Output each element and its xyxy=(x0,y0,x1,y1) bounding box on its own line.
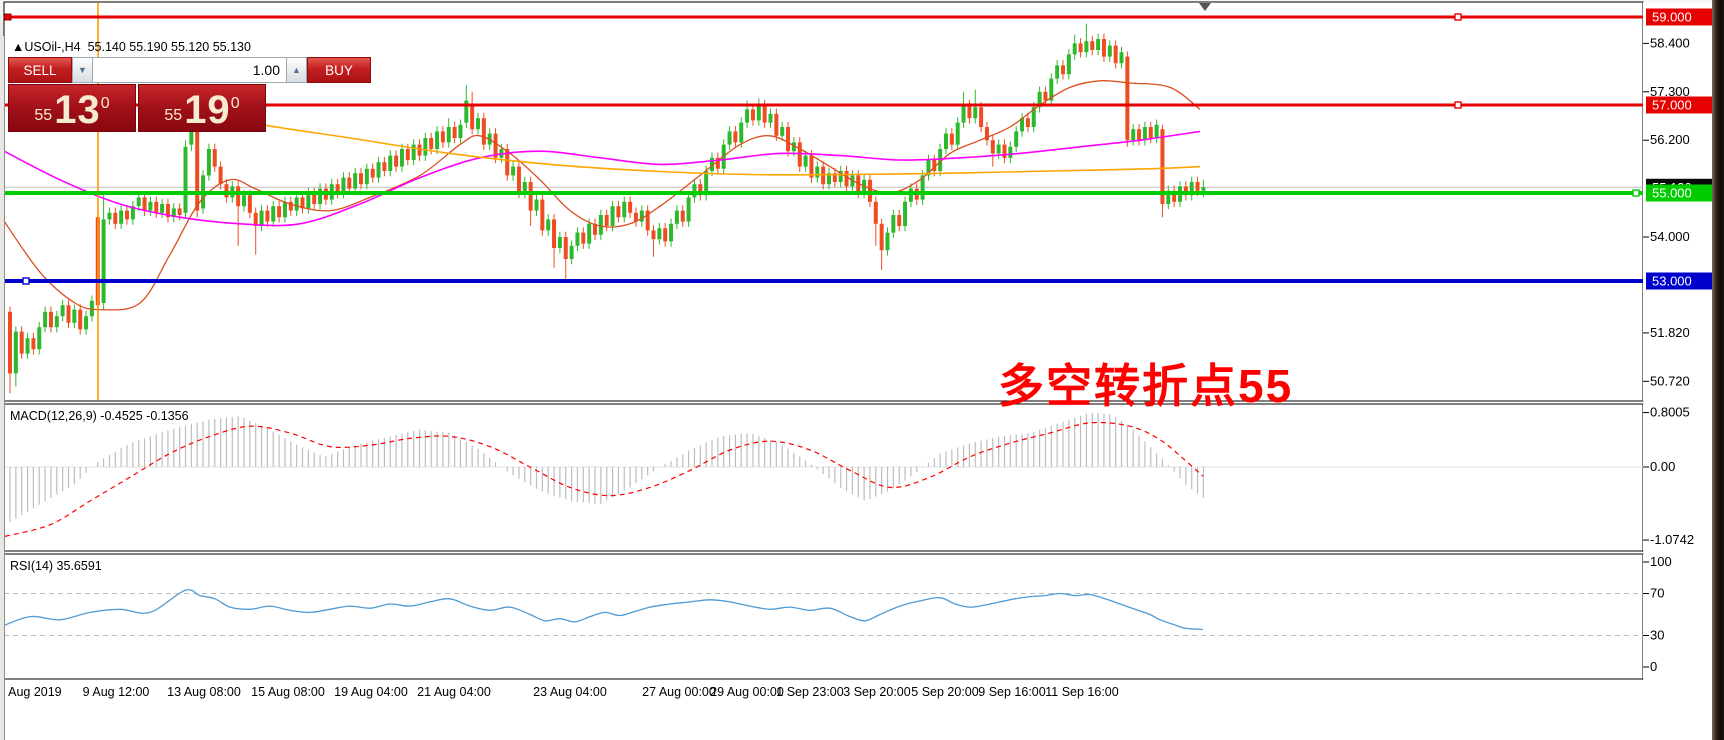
svg-text:RSI(14) 35.6591: RSI(14) 35.6591 xyxy=(10,559,102,573)
price-label-59.000 xyxy=(1646,8,1712,26)
window-scrollbar-strip[interactable] xyxy=(1712,0,1724,740)
ma-fast-line xyxy=(0,79,1201,311)
svg-text:27 Aug 00:00: 27 Aug 00:00 xyxy=(642,685,716,699)
trade-header-row: SELL ▼ ▲ BUY xyxy=(8,57,371,83)
svg-text:54.000: 54.000 xyxy=(1650,229,1690,244)
sell-price-whole: 55 xyxy=(34,107,53,124)
svg-text:30: 30 xyxy=(1650,628,1664,643)
svg-text:0.8005: 0.8005 xyxy=(1650,405,1690,420)
sell-price-point: 0 xyxy=(100,95,110,112)
macd-signal-line xyxy=(4,421,1204,537)
one-click-trade-panel: SELL ▼ ▲ BUY 55 13 0 55 19 0 xyxy=(8,57,371,132)
svg-text:-1.0742: -1.0742 xyxy=(1650,532,1694,547)
buy-price-whole: 55 xyxy=(164,107,183,124)
svg-text:56.200: 56.200 xyxy=(1650,132,1690,147)
svg-text:13 Aug 08:00: 13 Aug 08:00 xyxy=(167,685,241,699)
symbol-ohlc-text: USOil-,H4 55.140 55.190 55.120 55.130 xyxy=(24,40,251,54)
chart-text-annotation[interactable]: 多空转折点55 xyxy=(998,360,1294,412)
svg-text:53.000: 53.000 xyxy=(1652,274,1692,289)
macd-panel xyxy=(4,412,1643,537)
svg-text:29 Aug 00:00: 29 Aug 00:00 xyxy=(710,685,784,699)
buy-price-pips: 19 xyxy=(184,88,231,132)
time-axis: 7 Aug 2019 9 Aug 12:00 13 Aug 08:00 15 Aug … xyxy=(0,685,1119,699)
chart-surface[interactable]: 58.400 57.300 56.200 54.000 51.820 50.720 59.0… xyxy=(0,0,1724,704)
svg-text:19 Aug 04:00: 19 Aug 04:00 xyxy=(334,685,408,699)
svg-text:50.720: 50.720 xyxy=(1650,373,1690,388)
buy-button[interactable]: BUY xyxy=(307,57,371,83)
svg-text:0: 0 xyxy=(1650,659,1657,674)
svg-text:70: 70 xyxy=(1650,586,1664,601)
volume-decrease-button[interactable]: ▼ xyxy=(72,57,93,83)
price-label-53.000 xyxy=(1646,272,1712,290)
svg-text:9 Aug 12:00: 9 Aug 12:00 xyxy=(83,685,150,699)
rsi-panel xyxy=(0,589,1643,636)
price-label-57.000 xyxy=(1646,96,1712,114)
svg-text:15 Aug 08:00: 15 Aug 08:00 xyxy=(251,685,325,699)
symbol-marker-icon: ▲ xyxy=(12,40,25,54)
buy-price-tile[interactable]: 55 19 0 xyxy=(138,84,266,132)
svg-text:1 Sep 23:00: 1 Sep 23:00 xyxy=(776,685,843,699)
svg-text:23 Aug 04:00: 23 Aug 04:00 xyxy=(533,685,607,699)
quote-line: ▲USOil-,H4 55.140 55.190 55.120 55.130 xyxy=(12,40,251,54)
svg-text:0.00: 0.00 xyxy=(1650,459,1675,474)
trade-price-tiles: 55 13 0 55 19 0 xyxy=(8,84,266,132)
volume-input[interactable] xyxy=(93,57,286,83)
window-left-edge xyxy=(0,36,5,740)
volume-increase-button[interactable]: ▲ xyxy=(286,57,307,83)
chart-shift-marker[interactable] xyxy=(1199,3,1211,11)
ma-mid-line xyxy=(0,130,1201,227)
sell-price-pips: 13 xyxy=(54,88,101,132)
svg-text:9 Sep 16:00: 9 Sep 16:00 xyxy=(978,685,1045,699)
svg-text:58.400: 58.400 xyxy=(1650,35,1690,50)
price-label-55.000 xyxy=(1646,184,1712,202)
svg-text:5 Sep 20:00: 5 Sep 20:00 xyxy=(911,685,978,699)
svg-text:100: 100 xyxy=(1650,554,1672,569)
sell-button[interactable]: SELL xyxy=(8,57,72,83)
svg-text:55.000: 55.000 xyxy=(1652,186,1692,201)
svg-text:3 Sep 20:00: 3 Sep 20:00 xyxy=(843,685,910,699)
svg-text:21 Aug 04:00: 21 Aug 04:00 xyxy=(417,685,491,699)
rsi-line xyxy=(0,589,1204,631)
buy-price-point: 0 xyxy=(230,95,240,112)
svg-text:59.000: 59.000 xyxy=(1652,10,1692,25)
svg-text:57.300: 57.300 xyxy=(1650,84,1690,99)
sell-price-tile[interactable]: 55 13 0 xyxy=(8,84,136,132)
svg-text:51.820: 51.820 xyxy=(1650,325,1690,340)
main-price-panel xyxy=(0,3,1643,400)
svg-text:MACD(12,26,9) -0.4525 -0.1356: MACD(12,26,9) -0.4525 -0.1356 xyxy=(10,409,189,423)
svg-text:11 Sep 16:00: 11 Sep 16:00 xyxy=(1045,685,1118,699)
svg-text:57.000: 57.000 xyxy=(1652,98,1692,113)
ma-slow-line xyxy=(144,99,1201,176)
svg-text:7 Aug 2019: 7 Aug 2019 xyxy=(0,685,62,699)
